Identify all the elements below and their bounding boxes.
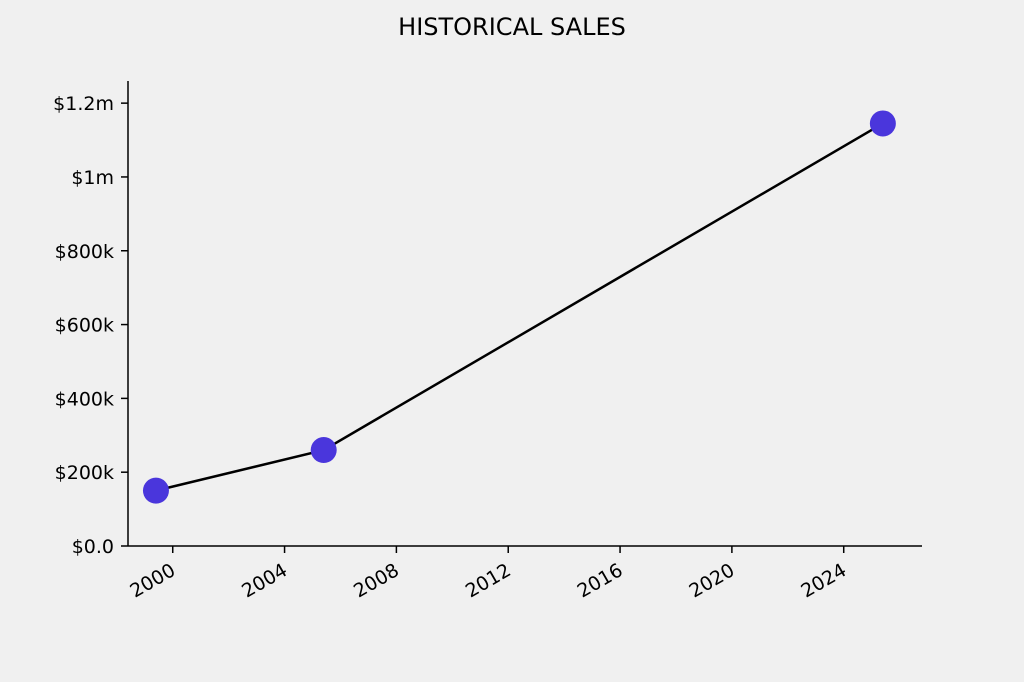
data-point xyxy=(310,437,337,464)
y-tick-label: $1.2m xyxy=(53,93,114,115)
y-tick-label: $800k xyxy=(55,241,114,263)
y-tick-label: $0.0 xyxy=(72,536,114,558)
x-tick-label: 2024 xyxy=(797,559,850,602)
y-tick-label: $400k xyxy=(55,388,114,410)
data-point xyxy=(142,477,169,504)
x-tick-label: 2004 xyxy=(238,559,291,602)
x-tick-label: 2012 xyxy=(462,559,515,602)
y-axis-ticks: $0.0 $200k $400k $600k $800k $1m $1.2m xyxy=(53,93,128,558)
x-tick-label: 2016 xyxy=(574,559,627,602)
x-tick-label: 2000 xyxy=(126,559,179,602)
y-tick-label: $200k xyxy=(55,462,114,484)
y-tick-label: $600k xyxy=(55,315,114,337)
x-tick-label: 2008 xyxy=(350,559,403,602)
chart-title: HISTORICAL SALES xyxy=(398,13,626,41)
data-point xyxy=(869,110,896,137)
x-tick-label: 2020 xyxy=(686,559,739,602)
y-tick-label: $1m xyxy=(71,167,114,189)
x-axis-ticks: 2000 2004 2008 2012 2016 2020 2024 xyxy=(126,546,850,603)
series-line xyxy=(155,122,884,492)
series-group xyxy=(142,110,896,504)
